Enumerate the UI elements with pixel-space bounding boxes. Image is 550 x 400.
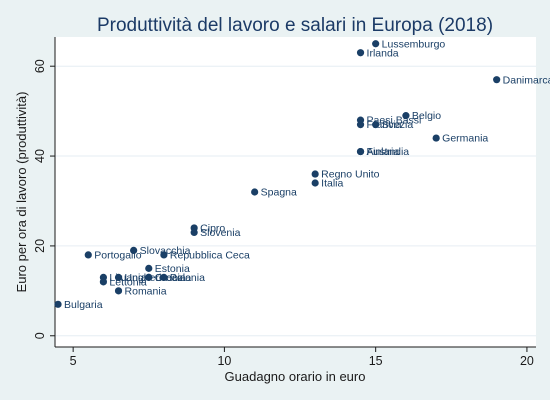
data-point-label: Belgio bbox=[412, 110, 441, 122]
x-tick-label: 15 bbox=[369, 354, 383, 368]
data-point-label: Bulgaria bbox=[64, 299, 103, 311]
y-tick-label: 20 bbox=[33, 239, 47, 253]
data-point bbox=[356, 147, 365, 156]
data-point-label: Francia bbox=[367, 119, 402, 131]
x-tick-label: 5 bbox=[70, 354, 77, 368]
data-point bbox=[356, 121, 365, 129]
data-point-label: Lussemburgo bbox=[382, 38, 446, 50]
data-point-label: Estonia bbox=[155, 263, 190, 275]
data-point bbox=[114, 287, 123, 295]
data-point-label: Irlanda bbox=[367, 47, 399, 59]
data-point-label: Italia bbox=[321, 178, 343, 190]
data-point-label: Spagna bbox=[261, 187, 297, 199]
data-point bbox=[372, 121, 380, 129]
data-point-label: Repubblica Ceca bbox=[170, 249, 250, 261]
x-axis-title: Guadagno orario in euro bbox=[225, 369, 366, 384]
data-point-label: Danimarca bbox=[503, 74, 550, 86]
data-point bbox=[145, 273, 153, 281]
axes-layer: 5 10 15 20 0 20 40 60 bbox=[33, 37, 536, 368]
data-point-label: Austria bbox=[367, 146, 400, 158]
data-point bbox=[99, 278, 108, 286]
data-point bbox=[372, 40, 380, 48]
data-point bbox=[356, 49, 365, 57]
data-point bbox=[402, 112, 410, 120]
data-point-label: Regno Unito bbox=[321, 169, 380, 181]
data-point-label: Paesi Bassi bbox=[367, 115, 422, 127]
data-point-label: Polonia bbox=[170, 272, 205, 284]
data-point-label: Slovacchia bbox=[140, 245, 191, 257]
data-point-label: Lettonia bbox=[109, 276, 147, 288]
data-point bbox=[160, 273, 168, 281]
data-point bbox=[190, 228, 198, 237]
y-tick-label: 60 bbox=[33, 59, 47, 73]
x-tick-label: 20 bbox=[520, 354, 534, 368]
grid-layer bbox=[55, 65, 536, 337]
y-axis-title: Euro per ora di lavoro (produttività) bbox=[14, 92, 29, 293]
data-point-label: Slovenia bbox=[200, 227, 240, 239]
data-point-label: Croazia bbox=[155, 272, 191, 284]
data-point bbox=[251, 188, 259, 196]
x-tick-label: 10 bbox=[217, 354, 231, 368]
data-point-label: Cipro bbox=[200, 223, 225, 235]
chart-title: Produttività del lavoro e salari in Euro… bbox=[97, 15, 493, 36]
data-point bbox=[311, 179, 319, 187]
data-point bbox=[114, 273, 123, 281]
points-layer bbox=[54, 40, 501, 308]
data-point-label: Ungheria bbox=[125, 272, 168, 284]
data-point-label: Romania bbox=[125, 285, 167, 297]
data-point bbox=[432, 134, 440, 142]
data-point bbox=[84, 251, 92, 259]
plot-area bbox=[55, 37, 536, 347]
data-point bbox=[145, 264, 153, 272]
data-point bbox=[311, 170, 319, 178]
y-tick-label: 0 bbox=[33, 332, 47, 339]
data-point-label: Portogallo bbox=[94, 249, 141, 261]
data-point-label: Lituania bbox=[109, 272, 146, 284]
data-point-label: Svezia bbox=[382, 119, 414, 131]
data-point bbox=[130, 246, 138, 255]
data-point bbox=[160, 251, 168, 259]
y-tick-label: 40 bbox=[33, 149, 47, 163]
data-point bbox=[493, 76, 501, 84]
data-point-label: Germania bbox=[442, 133, 488, 145]
data-point bbox=[54, 300, 62, 308]
data-point-label: Finlandia bbox=[367, 146, 410, 158]
data-point-label: Grecia bbox=[155, 272, 186, 284]
